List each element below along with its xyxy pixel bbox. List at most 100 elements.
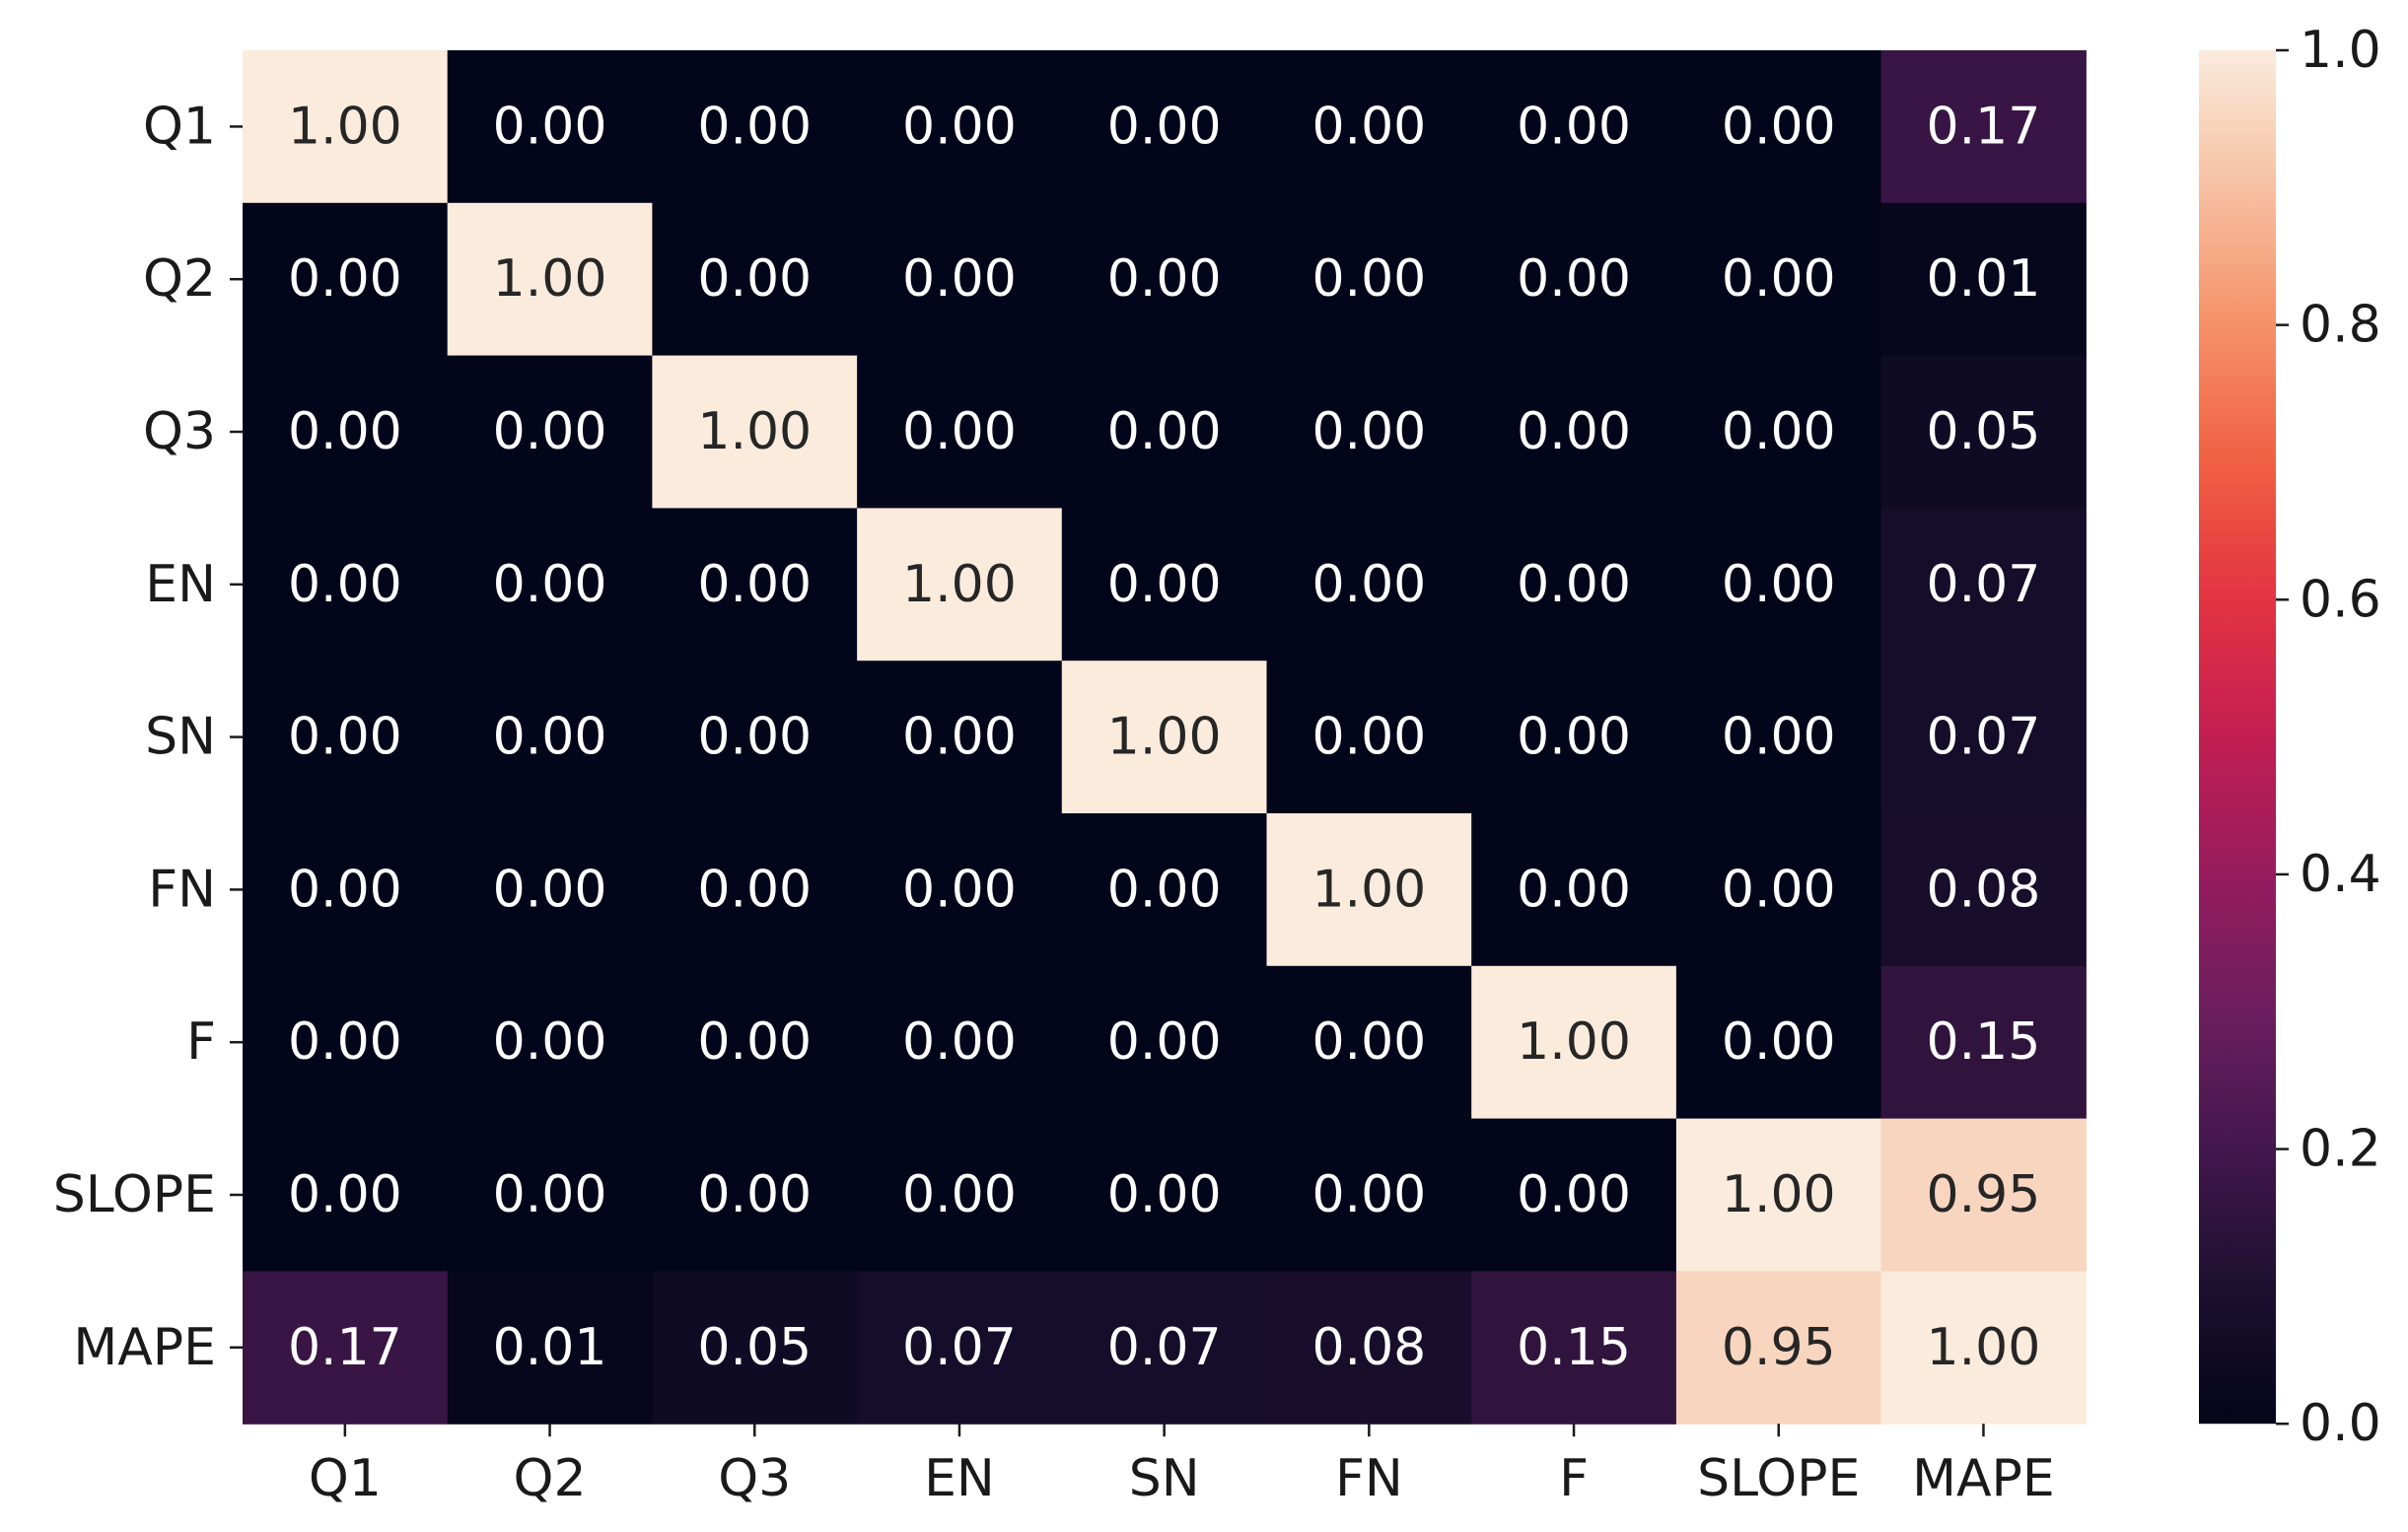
heatmap-cell <box>1675 508 1882 662</box>
cell-value-label: 0.00 <box>902 708 1017 767</box>
cell-value-label: 0.00 <box>1107 1012 1222 1072</box>
cell-value-label: 0.15 <box>1517 1318 1631 1377</box>
cell-value-label: 0.05 <box>1927 402 2041 461</box>
cell-value-label: 0.00 <box>1107 402 1222 461</box>
cell-value-label: 0.00 <box>1107 860 1222 919</box>
column-label: SN <box>1129 1449 1200 1508</box>
heatmap-cell <box>447 1118 653 1272</box>
heatmap-cell <box>1880 355 2087 509</box>
heatmap-cell <box>447 661 653 814</box>
heatmap-cell <box>447 813 653 967</box>
heatmap-cell <box>1880 1271 2087 1425</box>
heatmap-cell <box>1471 1271 1677 1425</box>
heatmap-cell <box>1471 1118 1677 1272</box>
column-label: MAPE <box>1912 1449 2055 1508</box>
cell-value-label: 0.00 <box>697 708 812 767</box>
cell-value-label: 0.95 <box>1927 1165 2041 1224</box>
heatmap-cell <box>652 1271 858 1425</box>
cell-value-label: 0.00 <box>902 1012 1017 1072</box>
cell-value-label: 0.00 <box>288 555 402 614</box>
heatmap-cell <box>857 1118 1063 1272</box>
cell-value-label: 0.00 <box>288 860 402 919</box>
heatmap-cells: 1.00 0.00 0.00 0.00 0.00 0.00 0.00 0.00 0.17 0.00… <box>243 50 2087 1425</box>
heatmap-cell <box>243 1271 449 1425</box>
column-labels: Q1 Q2 Q3 EN SN FN F SLOPE MAPE <box>309 1424 2055 1508</box>
row-labels: Q1 Q2 Q3 EN SN FN F SLOPE MAPE <box>53 97 243 1377</box>
cell-value-label: 0.00 <box>288 708 402 767</box>
heatmap-cell <box>1266 202 1472 357</box>
heatmap-cell <box>1061 1271 1268 1425</box>
heatmap-cell <box>652 965 858 1120</box>
heatmap-cell <box>243 202 449 357</box>
cell-value-label: 0.00 <box>1517 402 1631 461</box>
cell-value-label: 0.00 <box>288 1165 402 1224</box>
heatmap-cell <box>447 50 653 204</box>
cell-value-label: 0.00 <box>1517 860 1631 919</box>
heatmap-cell <box>1471 661 1677 814</box>
colorbar-tick-label: 0.8 <box>2300 296 2381 355</box>
colorbar-tick-label: 0.4 <box>2300 845 2381 904</box>
heatmap-cell <box>857 508 1063 662</box>
heatmap-cell <box>1880 661 2087 814</box>
cell-value-label: 0.08 <box>1311 1318 1426 1377</box>
column-label: F <box>1559 1449 1589 1508</box>
heatmap-cell <box>1061 50 1268 204</box>
cell-value-label: 0.00 <box>1311 708 1426 767</box>
heatmap-cell <box>1266 508 1472 662</box>
row-label: EN <box>145 555 216 614</box>
cell-value-label: 0.00 <box>1107 555 1222 614</box>
heatmap-cell <box>857 813 1063 967</box>
heatmap-cell <box>857 50 1063 204</box>
cell-value-label: 0.00 <box>697 860 812 919</box>
cell-value-label: 1.00 <box>902 555 1017 614</box>
cell-value-label: 0.00 <box>902 1165 1017 1224</box>
colorbar: 0.0 0.2 0.4 0.6 0.8 1.0 <box>2199 21 2381 1453</box>
cell-value-label: 0.00 <box>1517 708 1631 767</box>
heatmap-cell <box>243 508 449 662</box>
cell-value-label: 0.01 <box>1927 249 2041 309</box>
cell-value-label: 0.00 <box>1107 97 1222 156</box>
colorbar-tick-label: 1.0 <box>2300 21 2381 80</box>
cell-value-label: 0.00 <box>1107 249 1222 309</box>
heatmap-cell <box>652 661 858 814</box>
heatmap-cell <box>447 508 653 662</box>
cell-value-label: 0.00 <box>493 97 607 156</box>
cell-value-label: 0.00 <box>1311 555 1426 614</box>
heatmap-cell <box>1675 1118 1882 1272</box>
cell-value-label: 0.01 <box>493 1318 607 1377</box>
cell-value-label: 1.00 <box>697 402 812 461</box>
colorbar-tick-label: 0.0 <box>2300 1394 2381 1453</box>
cell-value-label: 0.17 <box>1927 97 2041 156</box>
column-label: EN <box>924 1449 995 1508</box>
heatmap-cell <box>1675 202 1882 357</box>
heatmap-cell <box>1675 965 1882 1120</box>
cell-value-label: 0.00 <box>493 1165 607 1224</box>
heatmap-cell <box>1471 355 1677 509</box>
heatmap-cell <box>447 355 653 509</box>
cell-value-label: 0.00 <box>902 97 1017 156</box>
heatmap-cell <box>1675 355 1882 509</box>
colorbar-gradient <box>2199 50 2276 1425</box>
heatmap-cell <box>1471 50 1677 204</box>
cell-value-label: 1.00 <box>1311 860 1426 919</box>
cell-value-label: 0.08 <box>1927 860 2041 919</box>
cell-value-label: 0.00 <box>1722 249 1836 309</box>
cell-value-label: 0.00 <box>1311 402 1426 461</box>
cell-value-label: 0.00 <box>493 860 607 919</box>
heatmap-cell <box>1061 202 1268 357</box>
cell-value-label: 0.00 <box>1311 249 1426 309</box>
heatmap-cell <box>1061 813 1268 967</box>
heatmap-cell <box>1675 50 1882 204</box>
cell-value-label: 0.00 <box>1311 97 1426 156</box>
cell-value-label: 0.00 <box>1517 249 1631 309</box>
heatmap-cell <box>857 355 1063 509</box>
cell-value-label: 0.00 <box>902 249 1017 309</box>
cell-value-label: 0.00 <box>288 249 402 309</box>
colorbar-tick-label: 0.2 <box>2300 1120 2381 1179</box>
heatmap-cell <box>1471 813 1677 967</box>
heatmap-cell <box>1880 202 2087 357</box>
heatmap-cell <box>857 202 1063 357</box>
heatmap-cell <box>1675 1271 1882 1425</box>
heatmap-cell <box>447 965 653 1120</box>
heatmap-cell <box>1880 965 2087 1120</box>
